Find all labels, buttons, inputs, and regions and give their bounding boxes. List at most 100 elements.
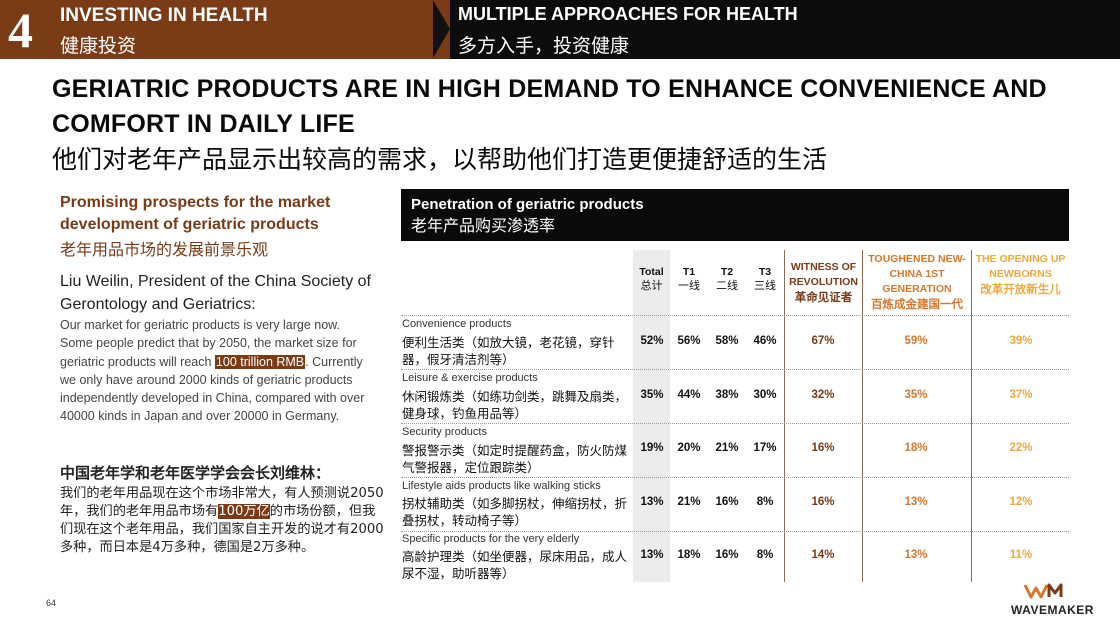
column-header-cn: 改革开放新生儿 (980, 282, 1061, 296)
table-cell: 22% (1009, 442, 1033, 454)
table-cell: 17% (753, 442, 777, 454)
subsection-title-cn: 多方入手，投资健康 (458, 35, 630, 57)
table-title-cn: 老年产品购买渗透率 (411, 216, 556, 235)
column-header-en: THE OPENING UP NEWBORNS (975, 253, 1066, 280)
table-cell: 16% (811, 496, 835, 508)
table-cell: 35% (904, 389, 928, 401)
quote-text-en-part: Our market for geriatric products is ver… (60, 318, 357, 369)
table-cell: 8% (756, 549, 774, 561)
table-cell: 46% (753, 335, 777, 347)
left-subtitle-en: Promising prospects for the market devel… (60, 194, 331, 233)
column-header-t3: T3 三线 (746, 265, 784, 293)
row-label-cn: 便利生活类（如放大镜，老花镜，穿针器，假牙清洁剂等） (402, 335, 615, 367)
table-cell: 56% (677, 335, 701, 347)
table-cell: 18% (904, 442, 928, 454)
row-label-en: Convenience products (402, 318, 512, 330)
row-separator (401, 423, 1069, 424)
table-cell: 13% (904, 496, 928, 508)
row-label-en: Specific products for the very elderly (402, 533, 580, 545)
quote-text-en: Our market for geriatric products is ver… (60, 316, 372, 426)
table-title-bar: Penetration of geriatric products 老年产品购买… (401, 189, 1069, 241)
section-header: 4 INVESTING IN HEALTH 健康投资 (0, 0, 450, 59)
column-header-cn: 一线 (678, 279, 700, 292)
column-divider (862, 250, 863, 582)
left-subtitle-cn: 老年用品市场的发展前景乐观 (60, 240, 269, 259)
table-cell: 52% (640, 335, 664, 347)
table-cell: 32% (811, 389, 835, 401)
row-label-cn: 高龄护理类（如坐便器，尿床用品，成人尿不湿，助听器等） (402, 549, 628, 581)
quote-text-cn-part: 的市场份额，但我们现在这个老年用品，我们国家自主开发的说才有2000多种，而日本… (60, 504, 384, 555)
header-arrow-divider (433, 0, 450, 58)
table-cell: 44% (677, 389, 701, 401)
column-header-cn: 革命见证者 (794, 290, 853, 304)
column-header-t1: T1 一线 (670, 265, 708, 293)
table-cell: 39% (1009, 335, 1033, 347)
page-title-en: GERIATRIC PRODUCTS ARE IN HIGH DEMAND TO… (52, 75, 1047, 138)
column-header-t2: T2 二线 (708, 265, 746, 293)
table-cell: 21% (715, 442, 739, 454)
quote-text-cn-part: 我们的老年用品现在这个市场非常大，有人预测说2050年，我们的老年用品市场有 (60, 486, 384, 519)
row-separator (401, 369, 1069, 370)
highlight-market-size-en: 100 trillion RMB (214, 354, 306, 369)
column-divider (971, 250, 972, 582)
page-number: 64 (46, 598, 57, 608)
table-cell: 11% (1009, 549, 1033, 561)
subsection-title-en: MULTIPLE APPROACHES FOR HEALTH (458, 4, 798, 24)
table-cell: 8% (756, 496, 774, 508)
table-cell: 13% (640, 496, 664, 508)
highlight-market-size-cn: 100万亿 (218, 504, 270, 519)
quote-text-cn: 我们的老年用品现在这个市场非常大，有人预测说2050年，我们的老年用品市场有10… (60, 485, 385, 557)
column-divider (784, 250, 785, 582)
row-label-en: Lifestyle aids products like walking sti… (402, 480, 601, 492)
quote-author-cn: 中国老年学和老年医学学会会长刘维林： (60, 464, 331, 482)
table-cell: 20% (677, 442, 701, 454)
section-title-cn: 健康投资 (60, 35, 137, 57)
table-cell: 35% (640, 389, 664, 401)
table-cell: 58% (715, 335, 739, 347)
column-header-cn: 二线 (716, 279, 738, 292)
column-header-cn: 三线 (754, 279, 776, 292)
table-cell: 16% (811, 442, 835, 454)
column-header-en: TOUGHENED NEW-CHINA 1ST GENERATION (868, 253, 966, 295)
column-header-en: T3 (758, 266, 772, 278)
column-header-en: T2 (720, 266, 734, 278)
table-cell: 37% (1009, 389, 1033, 401)
table-cell: 59% (904, 335, 928, 347)
table-cell: 30% (753, 389, 777, 401)
table-cell: 13% (640, 549, 664, 561)
table-cell: 16% (715, 549, 739, 561)
table-title-en: Penetration of geriatric products (411, 196, 644, 213)
column-header-witness-of-revolution: WITNESS OF REVOLUTION 革命见证者 (785, 260, 862, 305)
quote-author-en: Liu Weilin, President of the China Socie… (60, 273, 371, 313)
row-separator (401, 477, 1069, 478)
row-separator (401, 531, 1069, 532)
page-title-cn: 他们对老年产品显示出较高的需求，以帮助他们打造更便捷舒适的生活 (52, 145, 828, 174)
row-separator (401, 315, 1069, 316)
column-header-total: Total 总计 (633, 265, 670, 293)
table-cell: 13% (904, 549, 928, 561)
table-cell: 19% (640, 442, 664, 454)
table-cell: 18% (677, 549, 701, 561)
total-column-shading (633, 250, 670, 582)
column-header-cn: 百炼成金建国一代 (871, 297, 963, 311)
row-label-cn: 休闲锻炼类（如练功剑类，跳舞及扇类，健身球，钓鱼用品等） (402, 389, 628, 421)
column-header-toughened-generation: TOUGHENED NEW-CHINA 1ST GENERATION 百炼成金建… (863, 252, 971, 312)
table-cell: 12% (1009, 496, 1033, 508)
column-header-en: WITNESS OF REVOLUTION (789, 261, 858, 288)
table-cell: 14% (811, 549, 835, 561)
wavemaker-logo-icon (1023, 583, 1063, 599)
table-cell: 21% (677, 496, 701, 508)
subsection-header: MULTIPLE APPROACHES FOR HEALTH 多方入手，投资健康 (450, 0, 1120, 59)
row-label-cn: 拐杖辅助类（如多脚拐杖，伸缩拐杖，折叠拐杖，转动椅子等） (402, 496, 628, 528)
column-header-en: T1 (682, 266, 696, 278)
section-number: 4 (8, 2, 33, 58)
column-header-opening-up-newborns: THE OPENING UP NEWBORNS 改革开放新生儿 (972, 252, 1069, 297)
quote-text-en-part: . Currently we only have around 2000 kin… (60, 354, 365, 424)
table-cell: 67% (811, 335, 835, 347)
row-label-en: Security products (402, 426, 487, 438)
row-label-en: Leisure & exercise products (402, 372, 538, 384)
column-header-en: Total (639, 266, 664, 278)
table-cell: 38% (715, 389, 739, 401)
wavemaker-logo-text: WAVEMAKER (1011, 603, 1094, 617)
column-header-cn: 总计 (640, 279, 663, 292)
